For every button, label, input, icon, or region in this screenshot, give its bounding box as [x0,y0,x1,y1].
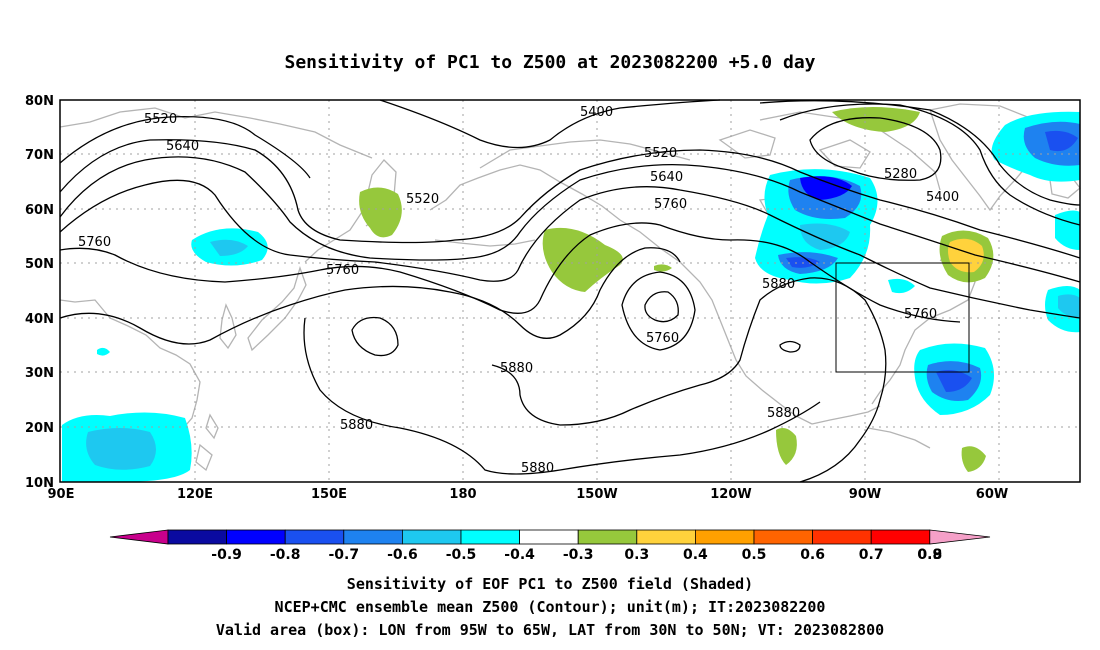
colorbar-tick-label: 0.6 [800,547,825,563]
colorbar-swatch [226,529,286,545]
positive-region-north-pacific [542,227,623,292]
map-frame [59,99,1081,483]
colorbar-tick-label: 0.7 [859,547,884,563]
contour-label: 5640 [650,170,683,185]
lat-tick-label: 70N [25,148,54,163]
lon-tick-label: 90E [48,487,75,502]
contour-label: 5880 [500,361,533,376]
colorbar-swatch [284,529,345,545]
sensitivity-shading [62,107,1080,482]
caption-shaded: Sensitivity of EOF PC1 to Z500 field (Sh… [347,575,753,593]
caption-contour: NCEP+CMC ensemble mean Z500 (Contour); u… [275,598,826,616]
colorbar-tick-label: 0.3 [624,547,649,563]
colorbar-tick-label: 0.5 [742,547,767,563]
colorbar-tick-label: -0.8 [270,547,301,563]
negative-region-west-pacific-core [210,239,248,256]
colorbar-swatch [167,529,227,545]
graticule [60,100,1080,482]
colorbar-swatch [519,529,579,545]
colorbar-swatch [343,529,403,545]
contour-label: 5640 [166,139,199,154]
contour-label: 5520 [644,146,677,161]
colorbar-swatch [753,529,813,545]
z500-contours [59,99,1081,483]
colorbar-tick-label: -0.9 [211,547,242,563]
colorbar-tick-label: -0.7 [328,547,359,563]
positive-region-small-pacific [654,264,672,272]
negative-region-canada-mid2 [800,223,850,250]
lon-tick-label: 120W [710,487,751,502]
colorbar-tick-label: 0.8 [917,547,942,563]
negative-region-west-coast [888,278,915,294]
lat-tick-label: 30N [25,366,54,381]
valid-area-box [835,262,970,373]
contour-label: 5880 [340,418,373,433]
latitude-axis: 80N 70N 60N 50N 40N 30N 20N 10N [25,94,54,491]
negative-region-greenland-deep [1045,130,1078,152]
lat-tick-label: 60N [25,203,54,218]
lon-tick-label: 150W [576,487,617,502]
caption-valid-area: Valid area (box): LON from 95W to 65W, L… [216,621,884,639]
lat-tick-label: 40N [25,312,54,327]
contour-label: 5760 [646,331,679,346]
map-background [60,100,1080,482]
contour-label: 5400 [580,105,613,120]
negative-region-scs-core [86,428,156,470]
negative-region-canada-deep [800,176,852,200]
colorbar-tick-label: -0.3 [563,547,594,563]
contour-label: 5880 [521,461,554,476]
colorbar-swatch [401,529,462,545]
colorbar-arrow-high [929,529,991,545]
colorbar-swatch [812,529,872,545]
contour-label: 5400 [926,190,959,205]
colorbar-tick-label: 0.9 [917,547,942,563]
contour-label: 5880 [762,277,795,292]
positive-region-east-canada-core [948,238,984,273]
positive-region-kamchatka [359,187,402,238]
longitude-axis: 90E 120E 150E 180 150W 120W 90W 60W [48,487,1009,502]
contour-label: 5760 [78,235,111,250]
negative-region-atlantic-deep [936,370,972,392]
lon-tick-label: 90W [849,487,881,502]
contour-label: 5760 [904,307,937,322]
colorbar-tick-label: 0.4 [683,547,708,563]
colorbar-swatch [577,529,638,545]
colorbar-arrow-low [109,529,169,545]
lat-tick-label: 80N [25,94,54,109]
lon-tick-label: 120E [177,487,213,502]
negative-region-small [97,347,110,356]
lon-tick-label: 180 [449,487,476,502]
colorbar-tick-label: -0.5 [446,547,477,563]
negative-region-ne-atlantic-core [1058,294,1080,318]
contour-label: 5520 [406,192,439,207]
map-title: Sensitivity of PC1 to Z500 at 2023082200… [284,52,815,73]
negative-region-north-atlantic [1055,210,1080,250]
colorbar: -0.9 -0.8 -0.7 -0.6 -0.5 -0.4 -0.3 0.3 0.4 0.5 0.6… [109,529,991,563]
lat-tick-label: 20N [25,421,54,436]
negative-region-alaska-small [760,248,776,258]
negative-region-canada-south-deep [786,257,820,268]
colorbar-swatch [636,529,696,545]
positive-region-mexico [776,428,797,465]
lon-tick-label: 60W [976,487,1008,502]
colorbar-tick-label: -0.6 [387,547,418,563]
lon-tick-label: 150E [311,487,347,502]
contour-label: 5760 [654,197,687,212]
positive-region-caribbean [961,446,986,472]
contour-labels: 5520 5640 5760 5520 5760 5400 5520 5640 … [78,105,959,476]
lat-tick-label: 10N [25,476,54,491]
contour-label: 5280 [884,167,917,182]
contour-label: 5520 [144,112,177,127]
positive-region-arctic [832,107,920,132]
contour-label: 5880 [767,406,800,421]
contour-label: 5760 [326,263,359,278]
colorbar-swatch [870,529,931,545]
colorbar-swatch [460,529,520,545]
map-panel: 5520 5640 5760 5520 5760 5400 5520 5640 … [59,99,1081,483]
lat-tick-label: 50N [25,257,54,272]
colorbar-swatch [695,529,755,545]
colorbar-tick-label: -0.4 [504,547,535,563]
